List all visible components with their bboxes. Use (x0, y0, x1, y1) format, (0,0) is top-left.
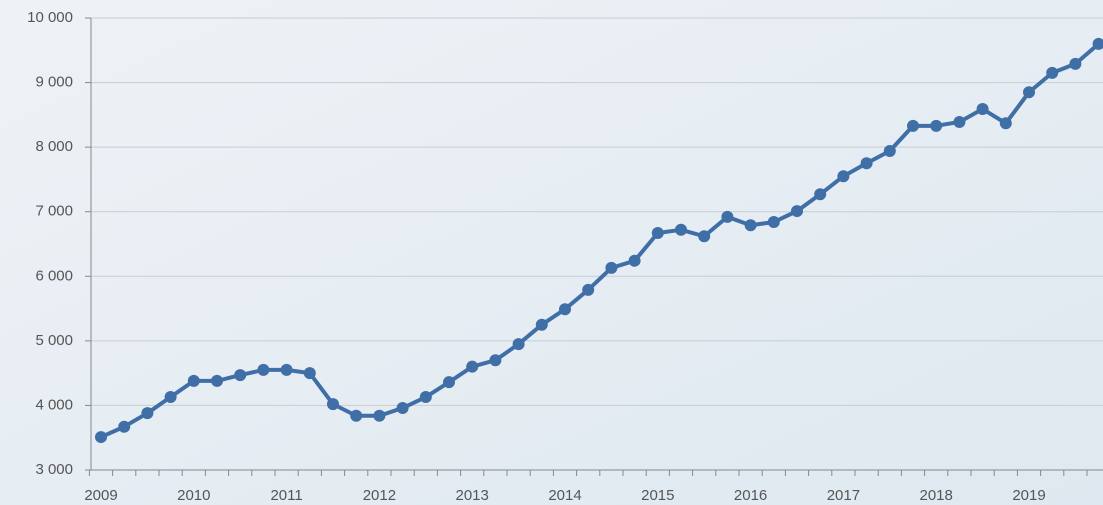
y-tick-label: 9 000 (35, 74, 73, 91)
point (1023, 86, 1035, 98)
point (397, 402, 409, 414)
point (257, 364, 269, 376)
x-tick-label: 2015 (641, 487, 674, 504)
point (930, 120, 942, 132)
point (536, 319, 548, 331)
point (466, 361, 478, 373)
point (304, 367, 316, 379)
y-tick-label: 4 000 (35, 396, 73, 413)
point (211, 375, 223, 387)
y-tick-label: 6 000 (35, 267, 73, 284)
x-tick-label: 2012 (363, 487, 396, 504)
point (373, 410, 385, 422)
point (582, 284, 594, 296)
point (1046, 67, 1058, 79)
x-tick-label: 2018 (920, 487, 953, 504)
y-tick-label: 5 000 (35, 332, 73, 349)
point (165, 391, 177, 403)
point (188, 375, 200, 387)
point (814, 188, 826, 200)
point (652, 227, 664, 239)
y-tick-label: 7 000 (35, 203, 73, 220)
x-tick-label: 2009 (84, 487, 117, 504)
y-tick-label: 10 000 (27, 9, 73, 26)
point (234, 369, 246, 381)
point (791, 205, 803, 217)
point (513, 338, 525, 350)
point (350, 410, 362, 422)
y-tick-label: 3 000 (35, 461, 73, 478)
point (745, 219, 757, 231)
point (907, 120, 919, 132)
point (768, 216, 780, 228)
y-tick-label: 8 000 (35, 138, 73, 155)
point (953, 116, 965, 128)
point (1069, 58, 1081, 70)
point (977, 103, 989, 115)
x-tick-label: 2014 (548, 487, 581, 504)
point (837, 170, 849, 182)
x-tick-label: 2017 (827, 487, 860, 504)
point (721, 211, 733, 223)
chart: 3 000 4 000 5 000 6 000 7 000 8 000 9 000 10 00… (0, 0, 1103, 505)
point (629, 255, 641, 267)
point (489, 354, 501, 366)
x-tick-label: 2013 (456, 487, 489, 504)
point (861, 157, 873, 169)
point (884, 145, 896, 157)
point (327, 398, 339, 410)
x-tick-label: 2011 (270, 487, 302, 504)
point (698, 230, 710, 242)
point (675, 224, 687, 236)
page: 3 000 4 000 5 000 6 000 7 000 8 000 9 000 10 00… (0, 0, 1103, 505)
x-tick-label: 2019 (1012, 487, 1045, 504)
x-tick-label: 2016 (734, 487, 767, 504)
point (95, 431, 107, 443)
point (141, 407, 153, 419)
background (0, 0, 1103, 505)
point (420, 391, 432, 403)
point (443, 376, 455, 388)
x-tick-label: 2010 (177, 487, 210, 504)
point (281, 364, 293, 376)
point (1000, 117, 1012, 129)
point (605, 262, 617, 274)
point (559, 303, 571, 315)
point (118, 421, 130, 433)
